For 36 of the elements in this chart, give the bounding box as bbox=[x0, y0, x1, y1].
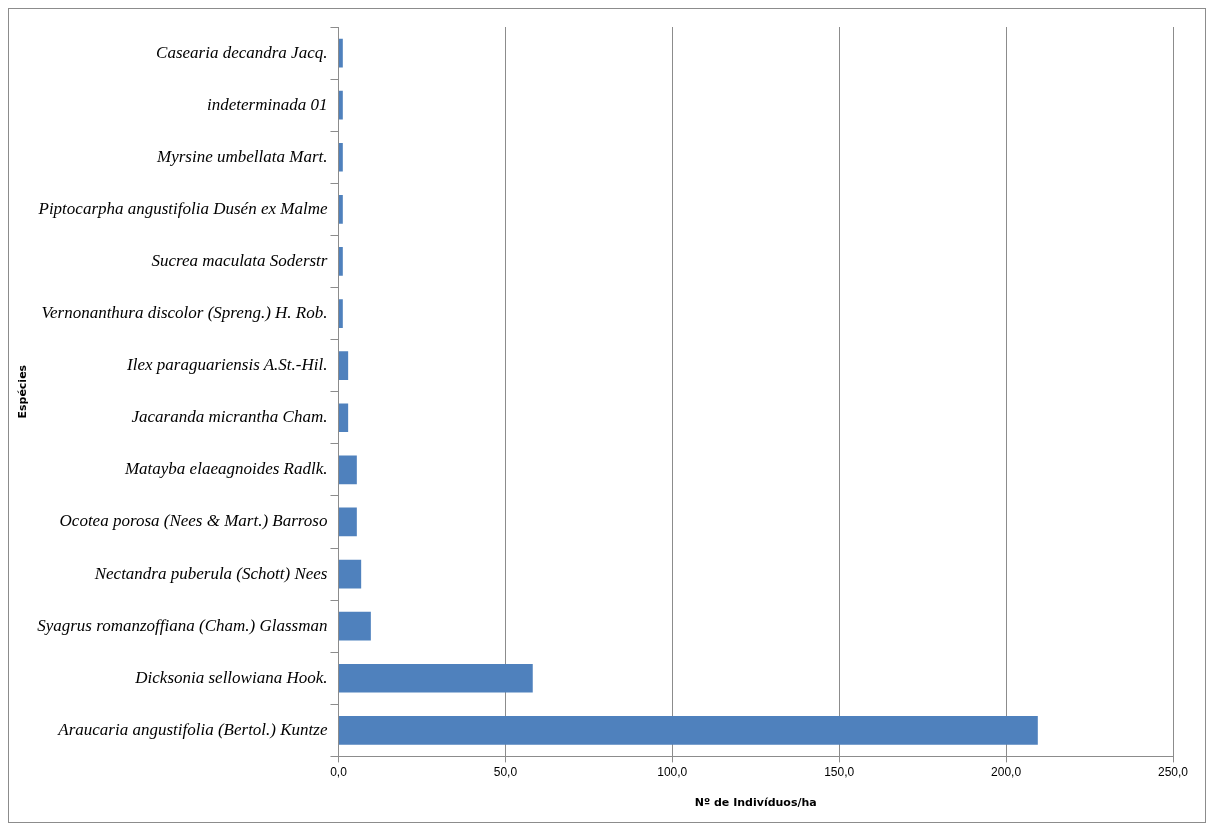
y-tick-label: Matayba elaeagnoides Radlk. bbox=[123, 459, 328, 479]
y-tick-label: Syagrus romanzoffiana (Cham.) Glassman bbox=[37, 615, 328, 635]
bar bbox=[338, 455, 357, 485]
bar bbox=[338, 90, 343, 120]
bar bbox=[338, 247, 343, 276]
bar bbox=[338, 195, 343, 224]
x-tick-label: 250,0 bbox=[1157, 764, 1189, 779]
x-tick-label: 150,0 bbox=[824, 764, 855, 779]
y-tick-label: Jacaranda micrantha Cham. bbox=[131, 407, 328, 427]
bar bbox=[338, 38, 343, 68]
y-tick-label: Ilex paraguariensis A.St.-Hil. bbox=[126, 355, 328, 375]
bar bbox=[338, 716, 1038, 745]
y-tick-label: indeterminada 01 bbox=[207, 94, 328, 114]
bar bbox=[338, 507, 357, 537]
y-tick-label: Casearia decandra Jacq. bbox=[156, 42, 328, 62]
bar bbox=[338, 611, 371, 641]
y-tick-label: Vernonanthura discolor (Spreng.) H. Rob. bbox=[41, 303, 328, 323]
x-axis-title: Nº de Indivíduos/ha bbox=[694, 796, 817, 810]
y-tick-label: Piptocarpha angustifolia Dusén ex Malme bbox=[37, 198, 328, 218]
bar bbox=[338, 403, 349, 433]
y-tick-label: Sucrea maculata Soderstr bbox=[151, 250, 328, 270]
bar bbox=[338, 559, 362, 589]
y-tick-label: Dicksonia sellowiana Hook. bbox=[134, 667, 328, 687]
y-tick-label: Ocotea porosa (Nees & Mart.) Barroso bbox=[59, 511, 328, 531]
y-tick-label: Nectandra puberula (Schott) Nees bbox=[93, 563, 328, 583]
x-tick-label: 200,0 bbox=[991, 764, 1022, 779]
bar bbox=[338, 142, 343, 172]
bar bbox=[338, 299, 343, 328]
bar bbox=[338, 351, 349, 380]
x-tick-label: 0,0 bbox=[330, 764, 348, 779]
y-tick-label: Araucaria angustifolia (Bertol.) Kuntze bbox=[57, 719, 328, 739]
y-axis-title: Espécies bbox=[16, 364, 30, 419]
bar bbox=[338, 663, 533, 693]
x-tick-label: 50,0 bbox=[493, 764, 518, 779]
y-tick-label: Myrsine umbellata Mart. bbox=[156, 146, 328, 166]
x-tick-label: 100,0 bbox=[657, 764, 688, 779]
